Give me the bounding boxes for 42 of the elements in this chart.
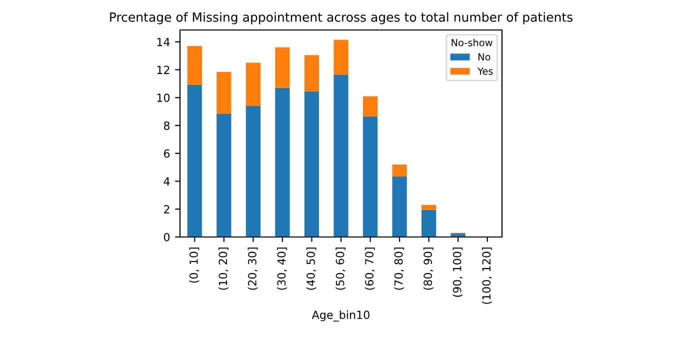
bar: [187, 46, 202, 86]
x-tick-label: (0, 10]: [189, 248, 200, 283]
y-tick-label: 6: [164, 149, 170, 158]
y-tick-label: 14: [157, 38, 170, 46]
x-tick-label: (100, 120]: [482, 248, 492, 304]
legend-title: No-show: [452, 38, 492, 46]
y-tick-label: 4: [164, 177, 170, 186]
x-tick-label: (40, 50]: [306, 248, 316, 290]
x-tick-label: (60, 70]: [364, 248, 375, 290]
bar: [304, 55, 320, 92]
bar: [275, 47, 290, 88]
bar: [334, 40, 348, 75]
bar: [422, 204, 436, 210]
x-tick-label: (50, 60]: [336, 248, 346, 290]
bar: [246, 62, 260, 106]
bar: [392, 164, 407, 176]
y-tick-label: 8: [164, 121, 170, 130]
bar: [362, 116, 378, 237]
legend-label: Yes: [478, 68, 493, 75]
legend-label: No: [478, 53, 490, 61]
x-tick-label: (80, 90]: [423, 248, 434, 290]
bar: [216, 72, 232, 114]
bar: [334, 74, 348, 237]
bar: [275, 88, 290, 237]
x-tick-label: (70, 80]: [394, 248, 404, 290]
y-tick-label: 12: [157, 66, 170, 74]
y-tick-label: 10: [157, 94, 170, 102]
bar: [216, 114, 232, 237]
bar: [422, 210, 436, 237]
bar: [304, 91, 320, 237]
y-tick-label: 0: [164, 232, 170, 242]
x-axis-title: Age_bin10: [312, 310, 370, 322]
y-tick-label: 2: [164, 205, 170, 214]
chart-title: Prcentage of Missing appointment across ages to total number of patients: [110, 12, 573, 24]
bar: [362, 96, 378, 116]
x-tick-label: (10, 20]: [218, 248, 228, 290]
x-tick-label: (20, 30]: [248, 248, 258, 290]
x-tick-label: (90, 100]: [452, 248, 463, 297]
bar: [246, 106, 260, 237]
bar: [187, 85, 202, 237]
x-tick-label: (30, 40]: [277, 248, 287, 290]
bar: [392, 176, 407, 237]
